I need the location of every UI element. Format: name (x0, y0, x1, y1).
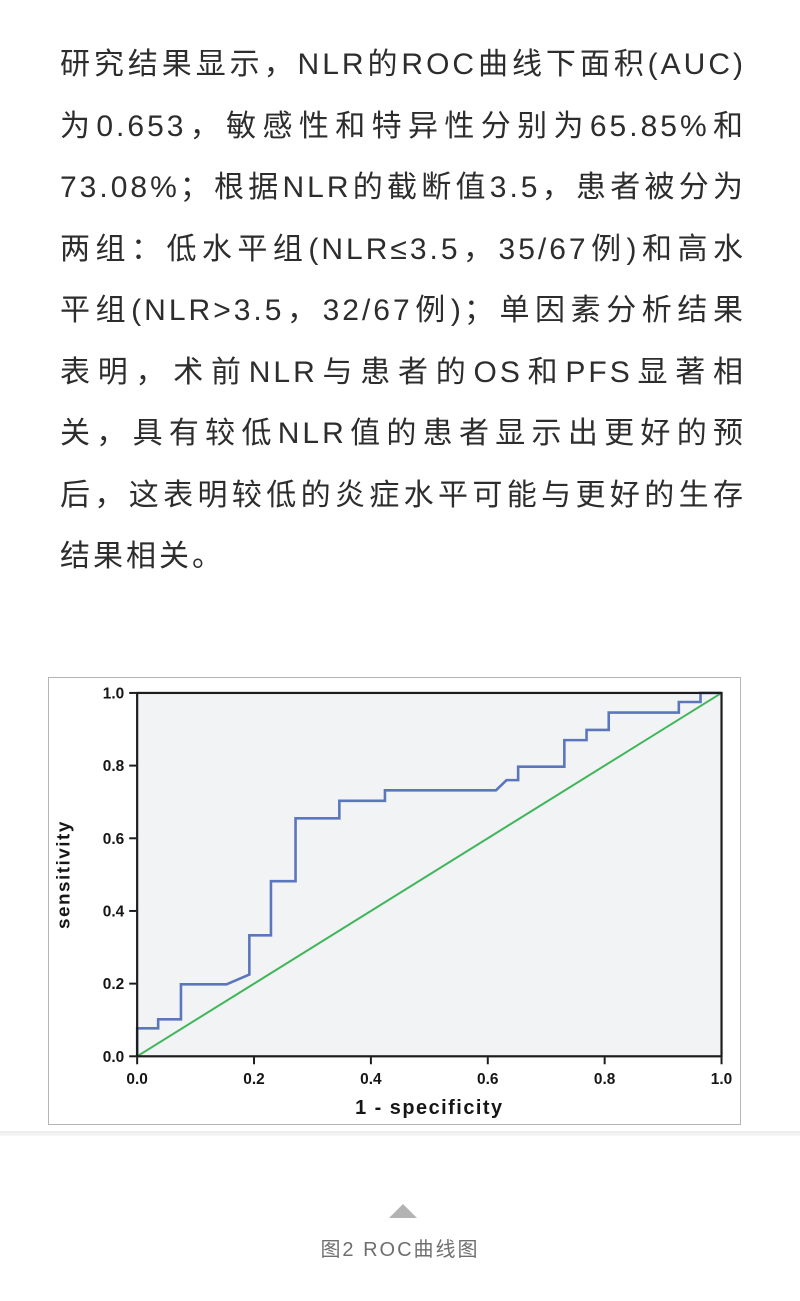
y-tick-label: 0.0 (103, 1049, 124, 1066)
y-tick-label: 0.8 (103, 758, 125, 775)
figure-caption: 图2 ROC曲线图 (320, 1239, 480, 1261)
roc-curve (135, 691, 722, 1057)
x-tick-label: 0.0 (126, 1071, 147, 1088)
y-tick-label: 0.6 (103, 831, 125, 848)
paragraph-line: 研究结果显示，NLR的ROC曲线下面积(AUC) (60, 48, 746, 81)
x-axis-title: 1 - specificity (355, 1097, 504, 1119)
paragraph-line: 73.08%；根据NLR的截断值3.5，患者被分为 (60, 171, 746, 204)
paragraph-line: 为0.653，敏感性和特异性分别为65.85%和 (60, 109, 746, 143)
paragraph-line: 关，具有较低NLR值的患者显示出更好的预 (60, 417, 746, 450)
collapse-triangle-icon[interactable] (389, 1204, 417, 1218)
roc-figure-box: 0.0 0.2 0.4 0.6 0.8 1.0 0.0 0.2 0.4 0.6 0.8 1.0 1 - … (48, 677, 741, 1125)
y-tick-label: 0.4 (103, 903, 125, 920)
x-tick-label: 0.4 (360, 1071, 382, 1088)
y-axis-title: sensitivity (53, 820, 74, 929)
x-tick-label: 0.2 (243, 1071, 264, 1088)
y-tick-label: 0.2 (103, 976, 124, 993)
roc-chart: 0.0 0.2 0.4 0.6 0.8 1.0 0.0 0.2 0.4 0.6 0.8 1.0 1 - … (53, 685, 732, 1119)
paragraph-line: 两组：低水平组(NLR≤3.5，35/67例)和高水 (60, 232, 746, 266)
research-paragraph: 研究结果显示，NLR的ROC曲线下面积(AUC) 为0.653，敏感性和特异性分别… (60, 34, 746, 588)
x-tick-label: 1.0 (711, 1071, 732, 1088)
plot-border (136, 691, 723, 1058)
x-tick-label: 0.6 (477, 1071, 499, 1088)
reference-diagonal (136, 692, 723, 1058)
paragraph-line: 表明，术前NLR与患者的OS和PFS显著相 (60, 355, 746, 389)
y-tick-label: 1.0 (103, 685, 124, 702)
figure-bottom-shadow (0, 1131, 800, 1136)
x-tick-label: 0.8 (594, 1071, 616, 1088)
paragraph-line: 结果相关。 (60, 540, 225, 573)
paragraph-line: 平组(NLR>3.5，32/67例)；单因素分析结果 (60, 294, 746, 327)
paragraph-line: 后，这表明较低的炎症水平可能与更好的生存 (60, 478, 746, 512)
